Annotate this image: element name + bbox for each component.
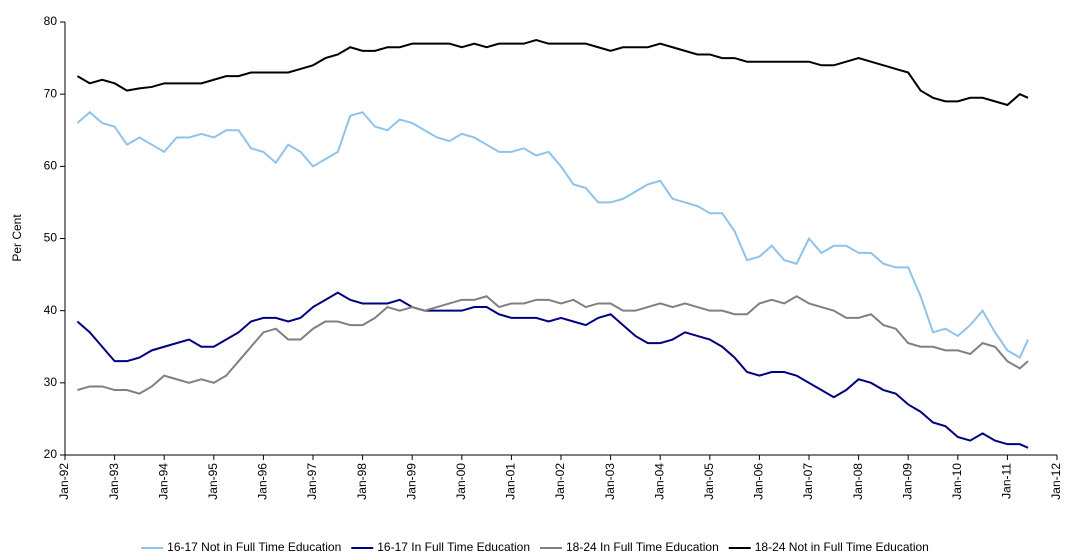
x-tick-label: Jan-92 [57, 463, 71, 500]
x-tick-label: Jan-10 [950, 463, 964, 500]
y-tick-label: 50 [44, 231, 58, 245]
y-tick-label: 20 [44, 447, 58, 461]
x-tick-label: Jan-00 [454, 463, 468, 500]
series-line [76, 291, 1029, 449]
x-tick-label: Jan-03 [603, 463, 617, 500]
y-tick-label: 30 [44, 375, 58, 389]
x-tick-label: Jan-05 [702, 463, 716, 500]
x-tick-label: Jan-02 [553, 463, 567, 500]
x-tick-label: Jan-11 [1000, 463, 1014, 499]
x-tick-label: Jan-97 [305, 463, 319, 500]
x-tick-label: Jan-12 [1049, 463, 1063, 500]
y-tick-label: 80 [44, 14, 58, 28]
legend-label: 16-17 In Full Time Education [377, 540, 530, 554]
x-tick-label: Jan-09 [900, 463, 914, 500]
series-line [76, 110, 1029, 359]
legend-label: 18-24 Not in Full Time Education [755, 540, 929, 554]
x-tick-label: Jan-98 [355, 463, 369, 500]
x-tick-label: Jan-08 [851, 463, 865, 500]
x-tick-label: Jan-04 [652, 463, 666, 500]
x-tick-label: Jan-07 [801, 463, 815, 500]
x-tick-label: Jan-93 [107, 463, 121, 500]
y-tick-label: 70 [44, 86, 58, 100]
legend-label: 18-24 In Full Time Education [566, 540, 719, 554]
x-tick-label: Jan-95 [206, 463, 220, 500]
series-line [76, 38, 1029, 107]
series-line [77, 295, 1029, 395]
x-tick-label: Jan-01 [504, 463, 518, 500]
legend-label: 16-17 Not in Full Time Education [167, 540, 341, 554]
x-tick-label: Jan-99 [404, 463, 418, 500]
x-tick-label: Jan-96 [256, 463, 270, 500]
y-tick-label: 60 [44, 159, 58, 173]
x-tick-label: Jan-94 [156, 463, 170, 500]
y-axis-label: Per Cent [10, 214, 24, 262]
y-tick-label: 40 [44, 303, 58, 317]
x-tick-label: Jan-06 [752, 463, 766, 500]
